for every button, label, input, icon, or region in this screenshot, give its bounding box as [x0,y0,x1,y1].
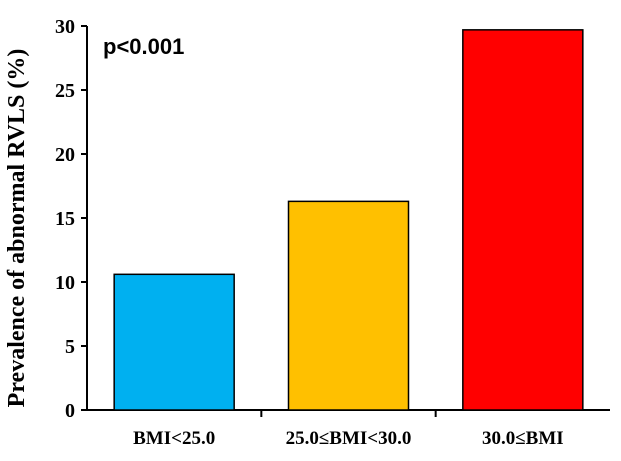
y-tick-label: 30 [55,16,75,38]
y-tick-label: 25 [55,80,75,102]
bar-3 [462,29,584,411]
x-ticks: BMI<25.0 25.0≤BMI<30.0 30.0≤BMI [133,410,564,449]
bars [113,29,584,411]
bar-1 [113,273,235,411]
y-axis-title: Prevalence of abnormal RVLS (%) [4,49,30,408]
p-value-annotation: p<0.001 [103,34,184,59]
x-category-label: BMI<25.0 [133,428,215,449]
y-ticks: 0 5 10 15 20 25 30 [55,16,87,422]
x-category-label: 30.0≤BMI [482,428,564,449]
y-tick-label: 15 [55,208,75,230]
y-tick-label: 20 [55,144,75,166]
bar-2 [287,200,410,411]
y-tick-label: 5 [65,336,75,358]
y-tick-label: 10 [55,272,75,294]
x-category-label: 25.0≤BMI<30.0 [286,428,412,449]
y-tick-label: 0 [65,400,75,422]
